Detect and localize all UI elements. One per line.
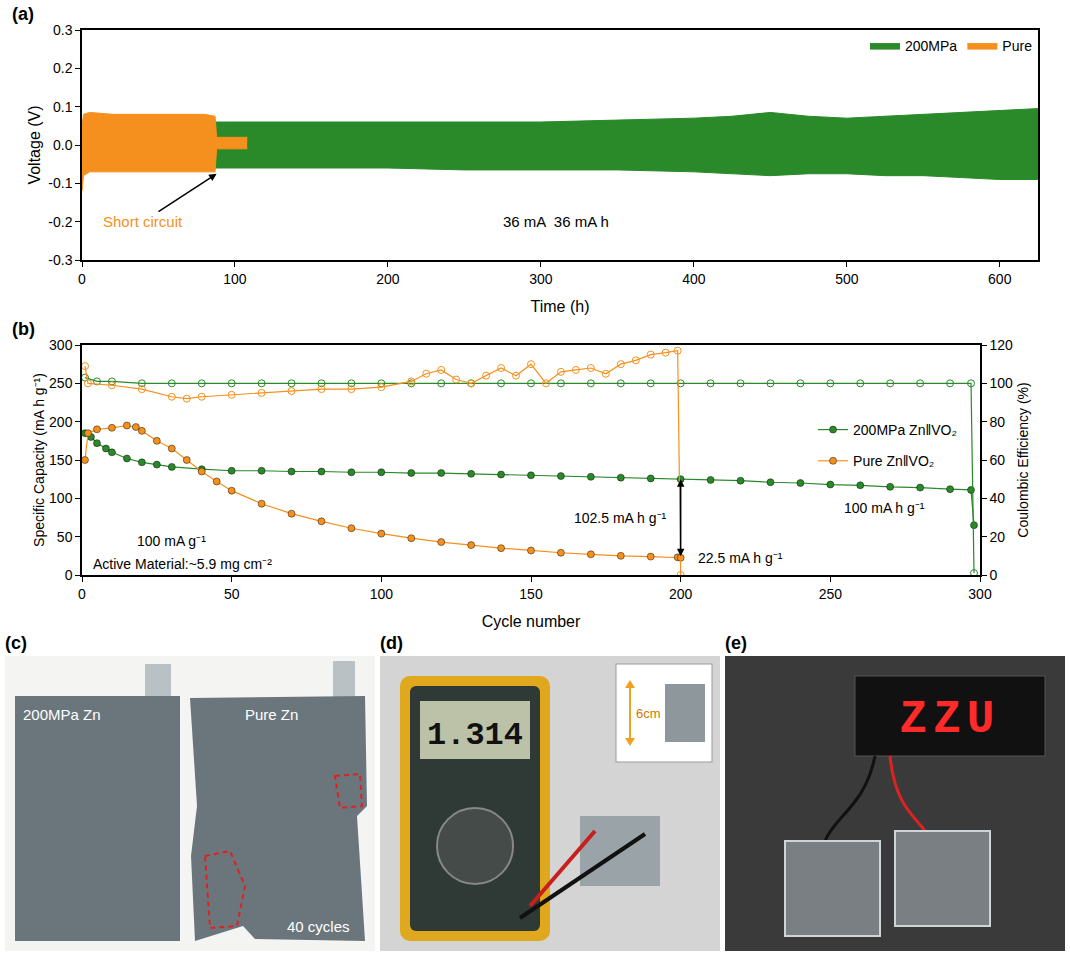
svg-text:(b): (b) <box>12 319 35 339</box>
svg-text:Pure: Pure <box>1002 38 1032 54</box>
svg-text:100: 100 <box>370 586 394 602</box>
svg-text:36 mA 36 mA h: 36 mA 36 mA h <box>503 213 609 230</box>
svg-text:200: 200 <box>376 271 400 287</box>
svg-text:-0.2: -0.2 <box>48 214 72 230</box>
svg-text:600: 600 <box>988 271 1012 287</box>
svg-text:150: 150 <box>519 586 543 602</box>
svg-text:250: 250 <box>819 586 843 602</box>
svg-text:300: 300 <box>529 271 553 287</box>
svg-text:-0.3: -0.3 <box>48 252 72 268</box>
svg-text:0.1: 0.1 <box>53 99 73 115</box>
svg-text:0.3: 0.3 <box>53 22 73 38</box>
svg-text:0.2: 0.2 <box>53 60 73 76</box>
svg-text:200MPa: 200MPa <box>905 38 957 54</box>
svg-text:50: 50 <box>224 586 240 602</box>
svg-text:400: 400 <box>682 271 706 287</box>
html-text:(c): (c) <box>5 633 27 653</box>
svg-text:(a): (a) <box>12 4 34 24</box>
svg-text:Active Material:~5.9 mg cm⁻²: Active Material:~5.9 mg cm⁻² <box>93 556 272 572</box>
svg-text:0: 0 <box>990 567 998 583</box>
svg-text:100: 100 <box>990 375 1014 391</box>
svg-text:Pure Zn: Pure Zn <box>245 706 298 723</box>
svg-text:1.314: 1.314 <box>427 717 523 754</box>
svg-text:20: 20 <box>990 529 1006 545</box>
svg-text:300: 300 <box>49 337 73 353</box>
svg-text:40 cycles: 40 cycles <box>287 918 350 935</box>
svg-text:100 mA h g⁻¹: 100 mA h g⁻¹ <box>844 500 925 516</box>
svg-text:100: 100 <box>49 490 73 506</box>
svg-text:60: 60 <box>990 452 1006 468</box>
svg-text:100 mA g⁻¹: 100 mA g⁻¹ <box>137 533 206 549</box>
html-text:(e): (e) <box>725 633 747 653</box>
svg-text:500: 500 <box>835 271 859 287</box>
svg-text:0: 0 <box>65 567 73 583</box>
svg-text:0.0: 0.0 <box>53 137 73 153</box>
svg-text:300: 300 <box>968 586 992 602</box>
svg-text:40: 40 <box>990 490 1006 506</box>
svg-text:6cm: 6cm <box>636 706 661 721</box>
svg-text:80: 80 <box>990 414 1006 430</box>
svg-text:200MPa Zn‖VO₂: 200MPa Zn‖VO₂ <box>853 422 957 438</box>
svg-text:Pure Zn‖VO₂: Pure Zn‖VO₂ <box>853 453 934 469</box>
svg-text:Short circuit: Short circuit <box>103 213 183 230</box>
html-text:(d): (d) <box>380 633 403 653</box>
svg-text:100: 100 <box>223 271 247 287</box>
svg-text:150: 150 <box>49 452 73 468</box>
svg-text:250: 250 <box>49 375 73 391</box>
svg-text:Time (h): Time (h) <box>531 298 590 315</box>
svg-text:50: 50 <box>57 529 73 545</box>
svg-text:120: 120 <box>990 337 1014 353</box>
svg-text:200: 200 <box>669 586 693 602</box>
svg-text:-0.1: -0.1 <box>48 175 72 191</box>
svg-text:200: 200 <box>49 414 73 430</box>
svg-text:ZZU: ZZU <box>900 694 1001 746</box>
svg-text:0: 0 <box>78 271 86 287</box>
svg-text:Cycle number: Cycle number <box>482 613 581 630</box>
svg-text:Coulombic Efficiency (%): Coulombic Efficiency (%) <box>1015 382 1031 537</box>
svg-text:22.5 mA h g⁻¹: 22.5 mA h g⁻¹ <box>698 550 783 566</box>
svg-text:Voltage (V): Voltage (V) <box>26 105 43 184</box>
svg-text:102.5 mA h g⁻¹: 102.5 mA h g⁻¹ <box>574 510 667 526</box>
svg-text:200MPa Zn: 200MPa Zn <box>23 706 101 723</box>
svg-text:Specific Capacity (mA h g⁻¹): Specific Capacity (mA h g⁻¹) <box>31 373 47 547</box>
svg-text:0: 0 <box>78 586 86 602</box>
